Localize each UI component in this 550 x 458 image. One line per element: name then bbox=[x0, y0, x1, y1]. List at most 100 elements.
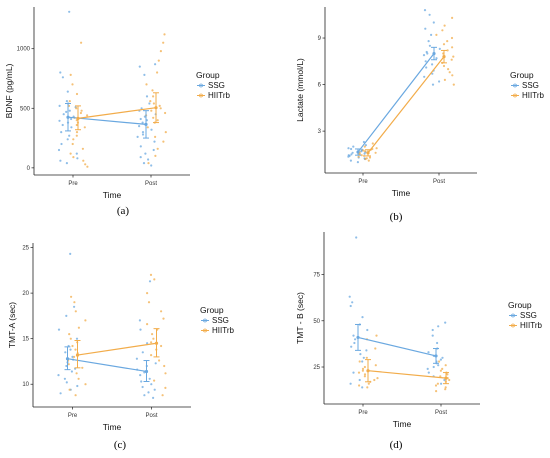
data-point-ssg bbox=[136, 135, 139, 138]
y-tick-label: 20 bbox=[22, 291, 29, 297]
data-point-hiitrb bbox=[442, 64, 446, 68]
data-point-ssg bbox=[427, 371, 430, 374]
data-point-hiitrb bbox=[84, 319, 87, 322]
x-tick-label: Post bbox=[435, 410, 447, 416]
data-point-ssg bbox=[148, 280, 152, 283]
x-tick-label: Pre bbox=[68, 413, 78, 419]
data-point-hiitrb bbox=[164, 131, 167, 134]
data-point-ssg bbox=[148, 102, 151, 105]
data-point-hiitrb bbox=[81, 147, 84, 150]
data-point-ssg bbox=[76, 157, 79, 160]
data-point-ssg bbox=[57, 148, 61, 152]
mean-marker-hiitrb bbox=[366, 369, 370, 373]
y-tick-label: 25 bbox=[22, 246, 29, 252]
data-point-ssg bbox=[353, 341, 356, 345]
data-point-hiitrb bbox=[373, 378, 376, 382]
data-point-ssg bbox=[363, 152, 366, 155]
data-point-hiitrb bbox=[442, 43, 446, 46]
data-point-ssg bbox=[440, 382, 443, 385]
legend-key-marker bbox=[203, 318, 207, 323]
mean-marker-ssg bbox=[356, 150, 360, 154]
data-point-hiitrb bbox=[68, 100, 71, 103]
data-point-hiitrb bbox=[444, 364, 447, 367]
legend-key-marker bbox=[511, 313, 515, 318]
data-point-hiitrb bbox=[374, 151, 377, 154]
legend-key-marker bbox=[513, 83, 517, 88]
data-point-hiitrb bbox=[146, 126, 149, 129]
data-point-ssg bbox=[63, 377, 66, 380]
data-point-hiitrb bbox=[444, 388, 447, 391]
data-point-hiitrb bbox=[435, 390, 438, 393]
data-point-ssg bbox=[69, 348, 72, 351]
y-tick-label: 3 bbox=[318, 129, 322, 135]
data-point-ssg bbox=[68, 109, 71, 112]
data-point-ssg bbox=[428, 13, 431, 16]
mean-marker-hiitrb bbox=[442, 55, 446, 59]
data-point-hiitrb bbox=[73, 301, 76, 304]
data-point-ssg bbox=[153, 140, 156, 143]
data-point-hiitrb bbox=[162, 317, 165, 320]
data-point-hiitrb bbox=[152, 95, 155, 98]
data-point-hiitrb bbox=[374, 364, 377, 367]
mean-marker-ssg bbox=[65, 357, 70, 361]
data-point-hiitrb bbox=[82, 159, 85, 162]
data-point-hiitrb bbox=[68, 333, 71, 336]
data-point-ssg bbox=[349, 304, 352, 308]
data-point-ssg bbox=[430, 33, 433, 37]
data-point-ssg bbox=[150, 128, 153, 131]
data-point-hiitrb bbox=[363, 154, 366, 157]
data-point-hiitrb bbox=[157, 59, 160, 62]
data-point-hiitrb bbox=[375, 334, 378, 337]
data-point-ssg bbox=[145, 95, 149, 98]
data-point-ssg bbox=[139, 328, 142, 331]
data-point-ssg bbox=[350, 147, 353, 151]
data-point-hiitrb bbox=[71, 83, 74, 86]
data-point-ssg bbox=[432, 21, 435, 24]
data-point-hiitrb bbox=[68, 388, 71, 391]
data-point-hiitrb bbox=[363, 145, 366, 148]
data-point-hiitrb bbox=[164, 111, 167, 115]
data-point-ssg bbox=[75, 337, 79, 340]
data-point-ssg bbox=[138, 319, 141, 322]
data-point-hiitrb bbox=[162, 140, 165, 143]
data-point-hiitrb bbox=[160, 344, 163, 348]
data-point-ssg bbox=[139, 145, 142, 148]
y-tick-label: 6 bbox=[318, 83, 322, 89]
data-point-hiitrb bbox=[149, 273, 153, 276]
data-point-hiitrb bbox=[367, 159, 370, 162]
data-point-hiitrb bbox=[164, 372, 167, 375]
data-point-ssg bbox=[144, 152, 147, 155]
data-point-hiitrb bbox=[361, 367, 365, 370]
data-point-ssg bbox=[359, 353, 362, 356]
mean-line-ssg bbox=[357, 53, 435, 153]
data-point-ssg bbox=[351, 151, 354, 154]
data-point-hiitrb bbox=[84, 383, 87, 386]
data-point-ssg bbox=[437, 364, 440, 367]
data-point-hiitrb bbox=[163, 33, 166, 36]
data-point-hiitrb bbox=[159, 107, 162, 110]
data-point-ssg bbox=[435, 57, 438, 60]
data-point-hiitrb bbox=[152, 116, 155, 119]
data-point-ssg bbox=[146, 342, 149, 345]
data-point-hiitrb bbox=[366, 386, 369, 389]
data-point-hiitrb bbox=[67, 363, 70, 366]
data-point-hiitrb bbox=[71, 142, 74, 146]
data-point-hiitrb bbox=[450, 58, 453, 61]
data-point-hiitrb bbox=[83, 126, 86, 129]
data-point-hiitrb bbox=[86, 165, 89, 168]
data-point-ssg bbox=[143, 73, 146, 76]
data-point-hiitrb bbox=[72, 156, 75, 159]
data-point-hiitrb bbox=[357, 371, 361, 374]
data-point-hiitrb bbox=[162, 41, 165, 44]
data-point-ssg bbox=[138, 65, 141, 68]
data-point-ssg bbox=[439, 358, 442, 361]
panel-caption: (d) bbox=[390, 439, 403, 451]
data-point-hiitrb bbox=[71, 344, 74, 348]
data-point-ssg bbox=[135, 357, 138, 360]
mean-line-hiitrb bbox=[367, 370, 447, 379]
data-point-ssg bbox=[366, 328, 369, 332]
data-point-ssg bbox=[139, 374, 142, 377]
mean-marker-hiitrb bbox=[366, 151, 370, 155]
data-point-hiitrb bbox=[443, 78, 446, 81]
chart-panel-1: 0 500 1000 Pre Post Time BDNF (pg/mL) GroupSSGH… bbox=[4, 7, 230, 217]
